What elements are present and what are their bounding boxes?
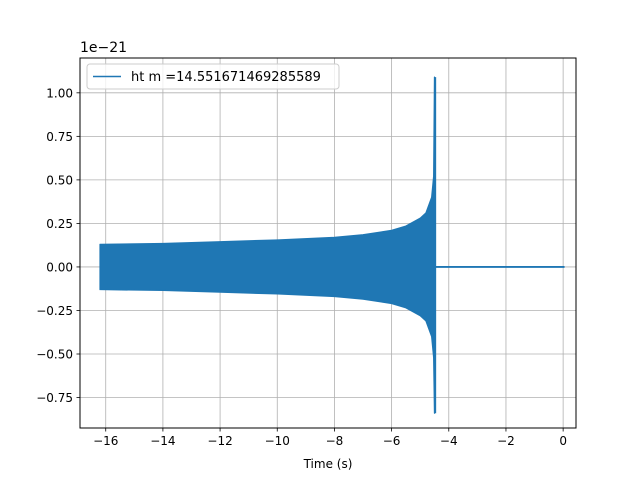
x-axis-label: Time (s) — [303, 457, 353, 471]
legend-box — [86, 63, 340, 90]
y-tick-label: 0.00 — [46, 260, 73, 274]
x-tick-label: 0 — [559, 434, 567, 448]
x-tick-label: −14 — [150, 434, 175, 448]
y-offset-label: 1e−21 — [80, 40, 127, 56]
x-tick-label: −6 — [383, 434, 401, 448]
data-layer — [99, 76, 565, 414]
x-tick-label: −4 — [440, 434, 458, 448]
y-tick-label: −0.25 — [36, 304, 73, 318]
axes-frame — [79, 57, 577, 429]
grid — [80, 58, 576, 428]
y-tick-label: 0.75 — [46, 130, 73, 144]
y-tick-label: 0.25 — [46, 217, 73, 231]
ticks: −16 −14 −12 −10 −8 −6 −4 −2 0 −0.75 −0.50 −0.25 0.00… — [36, 86, 567, 448]
x-tick-label: −2 — [497, 434, 515, 448]
x-tick-label: −10 — [265, 434, 290, 448]
x-tick-label: −16 — [93, 434, 118, 448]
y-tick-label: −0.50 — [36, 348, 73, 362]
y-tick-label: −0.75 — [36, 391, 73, 405]
y-tick-label: 0.50 — [46, 173, 73, 187]
legend: ht m =14.551671469285589 — [86, 63, 340, 90]
legend-entry: ht m =14.551671469285589 — [131, 70, 321, 85]
y-tick-label: 1.00 — [46, 86, 73, 100]
x-tick-label: −12 — [207, 434, 232, 448]
x-tick-label: −8 — [326, 434, 344, 448]
